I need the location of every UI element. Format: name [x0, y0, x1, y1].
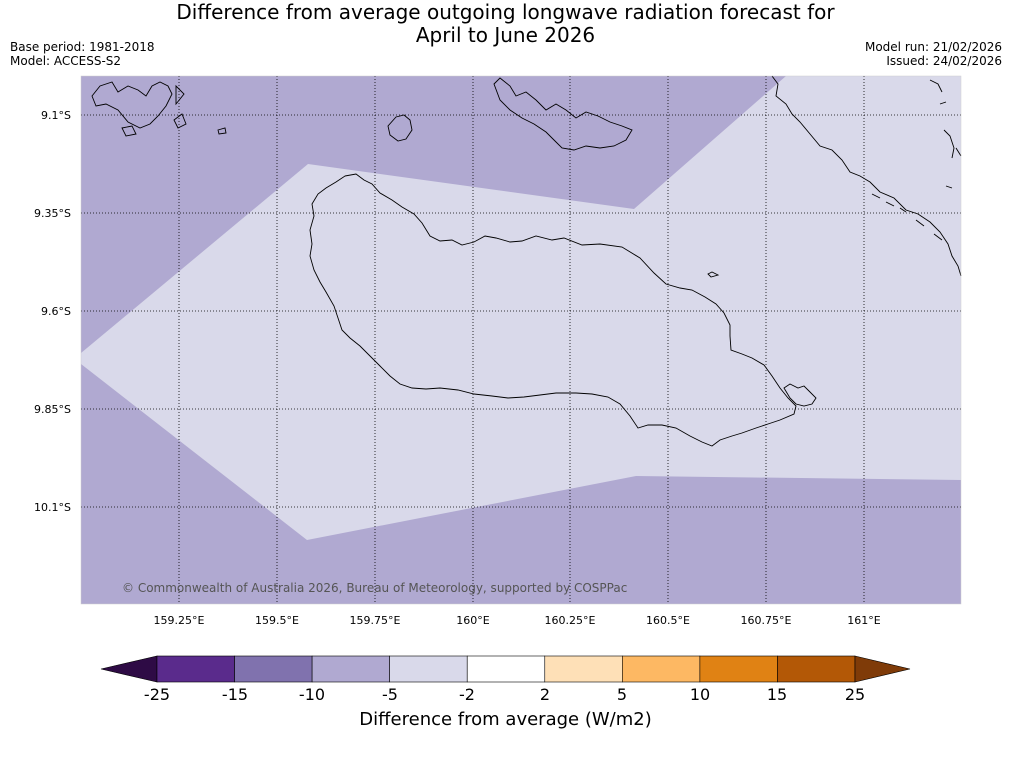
colorbar-extend-low [100, 655, 158, 683]
lat-label: 9.6°S [41, 305, 71, 318]
map-panel: © Commonwealth of Australia 2026, Bureau… [80, 75, 962, 605]
russell-islet-2 [175, 84, 185, 106]
colorbar-tick-label: 15 [766, 685, 788, 704]
chart-title-line1: Difference from average outgoing longwav… [176, 0, 835, 24]
lon-label: 159.75°E [350, 614, 401, 627]
colorbar-segment [156, 655, 235, 683]
lat-label: 9.1°S [41, 109, 71, 122]
lon-label: 160°E [456, 614, 489, 627]
copyright-notice: © Commonwealth of Australia 2026, Bureau… [122, 581, 627, 595]
lon-label: 159.5°E [255, 614, 299, 627]
colorbar-tick-label: -25 [143, 685, 171, 704]
base-period: Base period: 1981-2018 [10, 40, 155, 54]
colorbar-title: Difference from average (W/m2) [359, 709, 652, 730]
anomaly-region-light [81, 76, 961, 540]
colorbar-tick-label: -15 [221, 685, 249, 704]
colorbar-segment [311, 655, 390, 683]
longitude-labels: 159.25°E 159.5°E 159.75°E 160°E 160.25°E… [154, 614, 881, 627]
chart-title-line2: April to June 2026 [415, 23, 596, 47]
colorbar-segment [466, 655, 546, 683]
malaita-islets [871, 193, 943, 241]
colorbar-tick-label: -10 [298, 685, 326, 704]
colorbar-tick-label: 5 [616, 685, 628, 704]
colorbar-tick-label: -2 [459, 685, 475, 704]
meta-left: Base period: 1981-2018 Model: ACCESS-S2 [10, 40, 155, 68]
lat-label: 9.35°S [34, 207, 71, 220]
malaita-coastline [771, 75, 962, 277]
small-islet [707, 271, 720, 278]
colorbar-extend-high [854, 655, 911, 683]
colorbar-segment [389, 655, 468, 683]
colorbar [100, 655, 911, 683]
ulawa-coast [929, 79, 962, 189]
lon-label: 160.75°E [741, 614, 792, 627]
lat-label: 9.85°S [34, 403, 71, 416]
graticule [81, 76, 961, 604]
lon-label: 160.25°E [545, 614, 596, 627]
guadalcanal-coastline [309, 173, 797, 447]
guadalcanal-east-cape [783, 383, 817, 407]
coastlines [91, 75, 962, 447]
model-run: Model run: 21/02/2026 [864, 40, 1002, 54]
colorbar-segment [622, 655, 701, 683]
issued-date: Issued: 24/02/2026 [886, 54, 1002, 68]
florida-islands [493, 77, 633, 151]
russell-islands [91, 81, 173, 129]
meta-right: Model run: 21/02/2026 Issued: 24/02/2026 [865, 40, 1002, 68]
lon-label: 161°E [847, 614, 880, 627]
latitude-labels: 9.1°S 9.35°S 9.6°S 9.85°S 10.1°S [34, 109, 71, 514]
savo-island [387, 114, 413, 142]
lon-label: 160.5°E [646, 614, 690, 627]
colorbar-tick-label: 2 [539, 685, 551, 704]
colorbar-segment [544, 655, 623, 683]
russell-islet-4 [217, 127, 227, 135]
colorbar-segment [234, 655, 313, 683]
map-frame [80, 75, 962, 605]
lat-label: 10.1°S [34, 501, 71, 514]
lon-label: 159.25°E [154, 614, 205, 627]
colorbar-segment [699, 655, 778, 683]
colorbar-tick-label: 10 [689, 685, 711, 704]
russell-islet-1 [121, 125, 137, 137]
colorbar-segment [777, 655, 856, 683]
model-name: Model: ACCESS-S2 [10, 54, 122, 68]
colorbar-tick-label: -5 [382, 685, 398, 704]
russell-islet-3 [173, 113, 187, 129]
colorbar-tick-label: 25 [844, 685, 866, 704]
